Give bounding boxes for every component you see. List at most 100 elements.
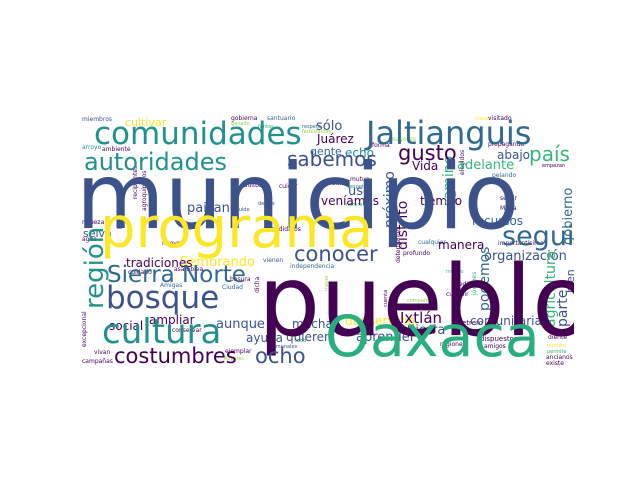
word-programa: programa bbox=[100, 196, 374, 261]
word-vienen: vienen bbox=[263, 257, 284, 264]
word-empezan: empezan bbox=[542, 163, 566, 169]
word-amigos: amigos bbox=[484, 343, 506, 350]
word-aprender: aprender bbox=[356, 330, 416, 345]
word-cuide: cuide bbox=[236, 207, 250, 213]
word-sierra-norte: Sierra Norte bbox=[107, 262, 246, 288]
word-ciudad: Ciudad bbox=[222, 284, 243, 291]
word-cultivar: cultivar bbox=[125, 116, 167, 129]
word-amigas: Amigas bbox=[160, 282, 183, 289]
word-vivan: vivan bbox=[94, 349, 111, 356]
word-campanas: campañas bbox=[82, 358, 113, 365]
word-respeto: respeto bbox=[302, 124, 321, 130]
word-cuidar: cuidar bbox=[279, 183, 298, 190]
word-municipio: municipio bbox=[80, 145, 520, 250]
word-tiempo: tiempo bbox=[420, 194, 463, 208]
word-compania: compañía bbox=[407, 298, 432, 304]
word-pais: país bbox=[529, 142, 570, 166]
word-jaltianguis: Jaltianguis bbox=[366, 114, 532, 152]
word-autoridades: autoridades bbox=[84, 148, 227, 176]
word-angeles: Ángeles bbox=[224, 356, 244, 362]
word-comunitaria: comunitaria bbox=[470, 314, 542, 328]
word-pelando: pelando bbox=[492, 172, 517, 179]
word-bosque: bosque bbox=[106, 280, 220, 316]
word-comunidades: comunidades bbox=[94, 116, 302, 152]
word-santuario: santuario bbox=[267, 115, 296, 122]
word-mayores: mayores bbox=[390, 136, 416, 143]
word-importantisimo: importantísimo bbox=[498, 240, 544, 247]
word-nuevo: nuevo bbox=[162, 240, 181, 247]
word-quieren: quieren bbox=[286, 330, 332, 344]
word-ganado: ganado bbox=[231, 121, 250, 127]
word-crecer: crecer bbox=[475, 116, 491, 122]
word-oaxaca: Oaxaca bbox=[325, 304, 540, 368]
word-tradiciones: tradiciones bbox=[126, 256, 193, 270]
word-fantas: fantas bbox=[258, 124, 274, 130]
word-cultura: cultura bbox=[102, 312, 222, 352]
word-ambiente: ambiente bbox=[102, 146, 131, 153]
word-solo: sólo bbox=[316, 119, 343, 134]
word-maria: María bbox=[500, 205, 517, 212]
word-asamblea: asamblea bbox=[174, 266, 204, 273]
word-recursos: recursos bbox=[472, 214, 524, 228]
word-propaganda: propaganda bbox=[488, 141, 525, 148]
word-ixtlan: Ixtlán bbox=[400, 309, 443, 327]
word-basura: basura bbox=[230, 276, 251, 283]
word-conservar: conservar bbox=[172, 327, 202, 334]
word-gusto: gusto bbox=[398, 141, 457, 165]
word-profundo: profundo bbox=[403, 250, 431, 257]
word-region: región bbox=[80, 226, 110, 309]
word-manera: manera bbox=[438, 238, 485, 252]
word-sierra: Sierra bbox=[407, 323, 446, 338]
word-forma: forma bbox=[372, 142, 390, 149]
word-cualquier: cualquier bbox=[418, 239, 446, 246]
word-regiones: regiones bbox=[440, 341, 466, 348]
word-uso: uso bbox=[348, 184, 371, 199]
word-dispuestos: dispuestos bbox=[480, 335, 518, 343]
word-juarez: Juárez bbox=[317, 132, 354, 146]
word-social: social bbox=[109, 319, 144, 333]
word-sabemos: sabemos bbox=[287, 147, 377, 171]
word-decide: decide bbox=[258, 201, 275, 207]
word-comunales: comunales bbox=[270, 344, 298, 350]
word-organizacion: organización bbox=[484, 249, 567, 264]
word-seguir: seguir bbox=[502, 221, 574, 252]
word-medio: medio bbox=[453, 281, 472, 288]
word-candidatos: candidatos bbox=[268, 226, 301, 233]
word-diente: diente bbox=[548, 334, 568, 341]
word-mutua: mutua bbox=[350, 176, 370, 183]
word-paisano: paisano bbox=[187, 201, 238, 216]
word-arroyo: arroyo bbox=[82, 144, 102, 151]
word-naturaleza: naturaleza bbox=[346, 202, 373, 208]
word-muchas: muchas bbox=[292, 317, 340, 331]
word-letrero: letrero bbox=[460, 319, 484, 327]
word-independencia: independencia bbox=[290, 263, 335, 270]
word-existe: existe bbox=[546, 360, 564, 367]
word-gente: gente bbox=[310, 145, 342, 158]
word-numero: número bbox=[547, 343, 567, 349]
word-excepcional: excepcional bbox=[81, 311, 88, 347]
word-ejemplar: ejemplar bbox=[225, 348, 252, 355]
word-pueblo: pueblo bbox=[258, 245, 574, 359]
word-selva: selva bbox=[83, 227, 112, 240]
word-adultos: adultos bbox=[240, 182, 263, 189]
word-mundo: mundo bbox=[446, 269, 464, 275]
word-gobierna: gobierna bbox=[231, 115, 258, 122]
word-respeta: respeta bbox=[348, 184, 367, 190]
word-aunque: aunque bbox=[216, 317, 265, 332]
word-abajo: abajo bbox=[497, 148, 530, 162]
word-vida: Vida bbox=[412, 159, 439, 173]
word-todo: todo bbox=[295, 338, 307, 344]
word-santa: Santa bbox=[332, 180, 350, 187]
word-cumplir: cumplir bbox=[446, 291, 469, 298]
word-sembrando: Sembrando bbox=[180, 255, 255, 270]
word-cloud: miembros gobierna santuario ganado respe… bbox=[80, 113, 574, 368]
word-ocho: ocho bbox=[255, 344, 306, 368]
word-miembros: miembros bbox=[82, 116, 112, 123]
word-ampliar: ampliar bbox=[149, 313, 195, 327]
word-fertilizantes: fertilizantes bbox=[302, 129, 332, 135]
word-cuidado: cuidado bbox=[128, 269, 152, 276]
word-ancianos: ancianos bbox=[546, 354, 573, 361]
word-dar-servicio: dar servicio bbox=[345, 314, 415, 328]
word-riqueza: riqueza bbox=[82, 219, 105, 226]
word-servir: servir bbox=[500, 195, 517, 202]
